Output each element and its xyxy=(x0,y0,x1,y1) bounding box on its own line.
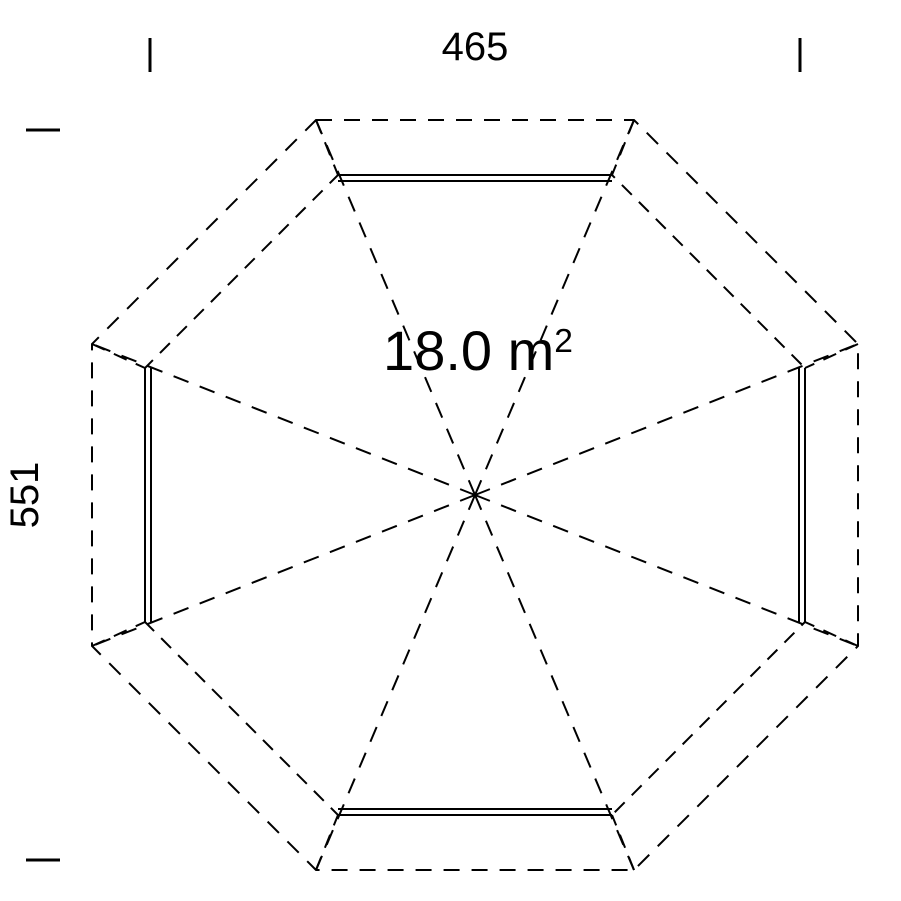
dim-label-width: 465 xyxy=(442,25,509,69)
floor-plan-diagram: 465 551 18.0 m2 xyxy=(0,0,901,901)
dim-label-height: 551 xyxy=(3,462,47,529)
area-label: 18.0 m2 xyxy=(383,319,573,382)
